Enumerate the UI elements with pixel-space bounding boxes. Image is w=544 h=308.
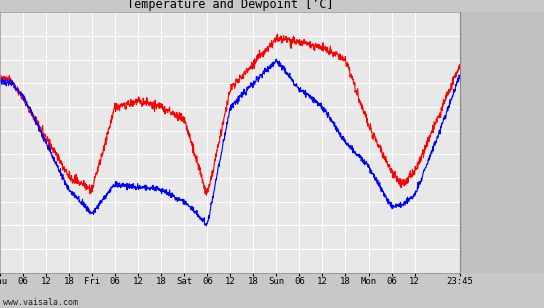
- Title: Temperature and Dewpoint [’C]: Temperature and Dewpoint [’C]: [127, 0, 333, 11]
- Text: www.vaisala.com: www.vaisala.com: [3, 298, 78, 307]
